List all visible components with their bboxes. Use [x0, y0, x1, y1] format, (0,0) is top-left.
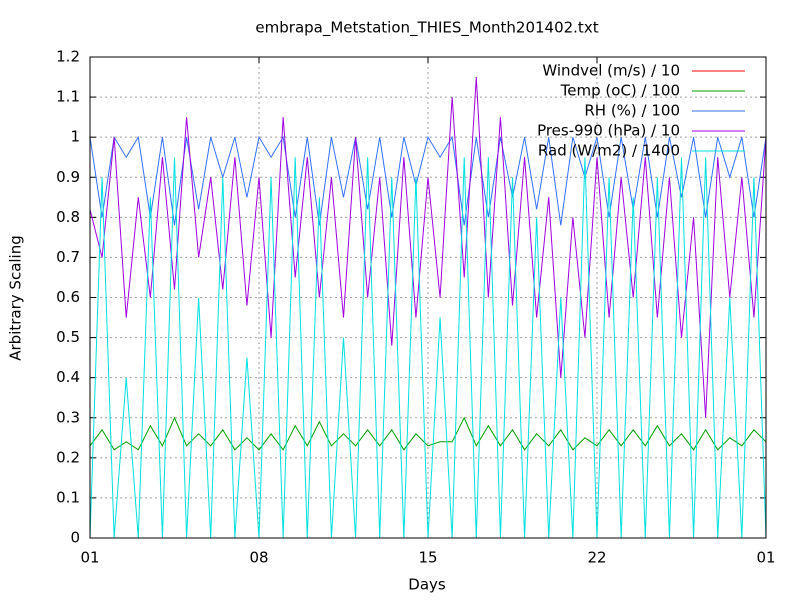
- plot-border: [89, 56, 767, 539]
- x-tick-label: 01: [756, 549, 775, 567]
- x-tick-label: 15: [418, 549, 437, 567]
- y-tick-label: 0.9: [56, 168, 80, 186]
- x-tick-label: 01: [80, 549, 99, 567]
- y-tick-label: 0: [70, 529, 80, 547]
- y-tick-label: 0.3: [56, 408, 80, 426]
- chart-title: embrapa_Metstation_THIES_Month201402.txt: [255, 19, 598, 38]
- legend-label: Pres-990 (hPa) / 10: [537, 122, 680, 140]
- legend-label: Windvel (m/s) / 10: [542, 62, 680, 80]
- series-line: [89, 77, 767, 418]
- legend-label: RH (%) / 100: [584, 102, 680, 120]
- y-tick-label: 0.5: [56, 328, 80, 346]
- legend-label: Temp (oC) / 100: [560, 82, 680, 100]
- y-tick-label: 0.8: [56, 208, 80, 226]
- y-axis-label: Arbitrary Scaling: [7, 235, 25, 361]
- y-tick-label: 0.6: [56, 288, 80, 306]
- legend-label: Rad (W/m2) / 1400: [538, 142, 680, 160]
- x-tick-label: 22: [587, 549, 606, 567]
- series-line: [89, 416, 767, 451]
- y-tick-label: 0.2: [56, 448, 80, 466]
- y-tick-label: 1.1: [56, 88, 80, 106]
- y-tick-label: 0.7: [56, 248, 80, 266]
- y-tick-label: 1.2: [56, 48, 80, 66]
- y-tick-label: 0.4: [56, 368, 80, 386]
- series-line: [89, 135, 767, 226]
- y-tick-label: 1: [70, 128, 80, 146]
- x-axis-label: Days: [408, 576, 446, 594]
- y-tick-label: 0.1: [56, 488, 80, 506]
- x-tick-label: 08: [249, 549, 268, 567]
